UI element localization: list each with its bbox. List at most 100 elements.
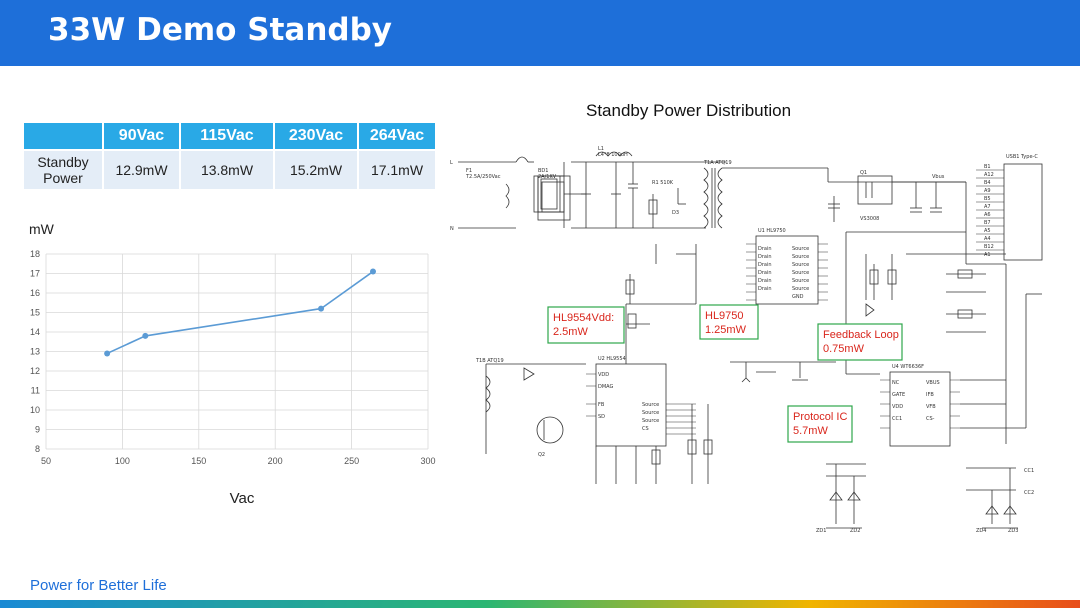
svg-text:Source: Source <box>792 254 809 260</box>
svg-text:Drain: Drain <box>758 278 772 284</box>
svg-text:2A/1KV: 2A/1KV <box>538 174 557 180</box>
svg-text:NC: NC <box>892 380 900 386</box>
callout-box <box>547 306 625 344</box>
svg-text:F1: F1 <box>466 168 472 174</box>
x-tick-label: 150 <box>191 456 206 466</box>
table-cell: 17.1mW <box>359 151 435 189</box>
y-tick-label: 18 <box>30 249 40 259</box>
svg-text:Source: Source <box>792 278 809 284</box>
svg-text:B1: B1 <box>984 164 991 170</box>
data-point <box>142 332 149 339</box>
svg-text:Source: Source <box>792 286 809 292</box>
y-axis-label: mW <box>29 221 55 237</box>
y-tick-label: 8 <box>35 444 40 454</box>
callout-label: Protocol IC <box>793 411 847 423</box>
svg-text:FB: FB <box>598 402 605 408</box>
callout-label: Feedback Loop <box>823 329 899 341</box>
y-tick-label: 13 <box>30 347 40 357</box>
table-cell: 15.2mW <box>275 151 357 189</box>
x-tick-label: 200 <box>268 456 283 466</box>
svg-text:B5: B5 <box>984 196 991 202</box>
svg-text:CC1: CC1 <box>892 416 902 422</box>
svg-text:Q1: Q1 <box>860 170 867 176</box>
svg-text:Vbus: Vbus <box>932 174 945 180</box>
svg-text:IFB: IFB <box>926 392 934 398</box>
table-row-label: Standby Power <box>24 151 102 189</box>
table-row: Standby Power 12.9mW 13.8mW 15.2mW 17.1m… <box>24 151 435 189</box>
svg-text:Source: Source <box>642 402 659 408</box>
y-tick-label: 16 <box>30 288 40 298</box>
callout-label: HL9554Vdd: <box>553 312 614 324</box>
svg-text:CC1: CC1 <box>1024 468 1034 474</box>
data-point <box>369 268 376 275</box>
callout-box <box>817 323 903 361</box>
svg-text:U1 HL9750: U1 HL9750 <box>758 228 786 234</box>
y-tick-label: 15 <box>30 308 40 318</box>
svg-text:ZD2: ZD2 <box>850 528 860 534</box>
table-header: 264Vac <box>359 123 435 149</box>
svg-text:T2.5A/250Vac: T2.5A/250Vac <box>465 174 501 180</box>
svg-text:VDD: VDD <box>598 372 609 378</box>
svg-text:Q2: Q2 <box>538 452 545 458</box>
y-tick-label: 17 <box>30 269 40 279</box>
slide-title: 33W Demo Standby <box>48 12 392 48</box>
table-cell: 12.9mW <box>104 151 179 189</box>
x-tick-label: 100 <box>115 456 130 466</box>
table-header: 90Vac <box>104 123 179 149</box>
svg-text:Source: Source <box>642 410 659 416</box>
svg-text:B4: B4 <box>984 180 991 186</box>
svg-text:U2 HL9554: U2 HL9554 <box>598 356 626 362</box>
svg-text:Drain: Drain <box>758 262 772 268</box>
callout-label: 2.5mW <box>553 326 588 338</box>
table-header: 230Vac <box>275 123 357 149</box>
svg-text:Drain: Drain <box>758 270 772 276</box>
svg-text:Source: Source <box>792 270 809 276</box>
standby-power-table: 90Vac 115Vac 230Vac 264Vac Standby Power… <box>22 121 437 191</box>
y-tick-label: 9 <box>35 425 40 435</box>
svg-text:N: N <box>450 226 454 232</box>
svg-text:L: L <box>450 160 453 166</box>
y-tick-label: 10 <box>30 405 40 415</box>
svg-text:T1A ATQ19: T1A ATQ19 <box>703 160 732 166</box>
svg-text:VBUS: VBUS <box>926 380 940 386</box>
table-header: 115Vac <box>181 123 273 149</box>
table-header-row: 90Vac 115Vac 230Vac 264Vac <box>24 123 435 149</box>
svg-text:DMAG: DMAG <box>598 384 613 390</box>
x-tick-label: 300 <box>420 456 435 466</box>
y-tick-label: 11 <box>31 386 40 396</box>
svg-text:L1: L1 <box>598 146 604 152</box>
y-tick-label: 12 <box>30 366 40 376</box>
svg-text:GND: GND <box>792 294 804 300</box>
svg-text:Source: Source <box>792 262 809 268</box>
svg-text:ZD3: ZD3 <box>1008 528 1018 534</box>
callout-label: 0.75mW <box>823 343 865 355</box>
svg-text:ZD1: ZD1 <box>816 528 826 534</box>
svg-text:A4: A4 <box>984 236 991 242</box>
x-tick-label: 50 <box>41 456 51 466</box>
callout-box <box>787 405 853 443</box>
table-cell: 13.8mW <box>181 151 273 189</box>
svg-text:CC2: CC2 <box>1024 490 1034 496</box>
x-axis-label: Vac <box>230 490 255 507</box>
table-corner-cell <box>24 123 102 149</box>
svg-text:B12: B12 <box>984 244 994 250</box>
svg-text:A7: A7 <box>984 204 991 210</box>
callout-box <box>699 304 759 340</box>
svg-text:R1 510K: R1 510K <box>652 180 674 186</box>
svg-text:A12: A12 <box>984 172 994 178</box>
svg-text:Drain: Drain <box>758 254 772 260</box>
svg-text:VDD: VDD <box>892 404 903 410</box>
callout-label: HL9750 <box>705 310 744 322</box>
svg-text:Source: Source <box>792 246 809 252</box>
y-tick-label: 14 <box>30 327 40 337</box>
footer-tagline: Power for Better Life <box>30 577 167 594</box>
svg-text:L4*8 100uH: L4*8 100uH <box>598 152 628 158</box>
svg-text:A5: A5 <box>984 228 991 234</box>
svg-text:SD: SD <box>598 414 605 420</box>
svg-text:Source: Source <box>642 418 659 424</box>
title-bar: 33W Demo Standby <box>0 0 1080 66</box>
svg-text:B7: B7 <box>984 220 991 226</box>
schematic-title: Standby Power Distribution <box>586 101 792 120</box>
svg-text:T1B ATQ19: T1B ATQ19 <box>475 358 504 364</box>
